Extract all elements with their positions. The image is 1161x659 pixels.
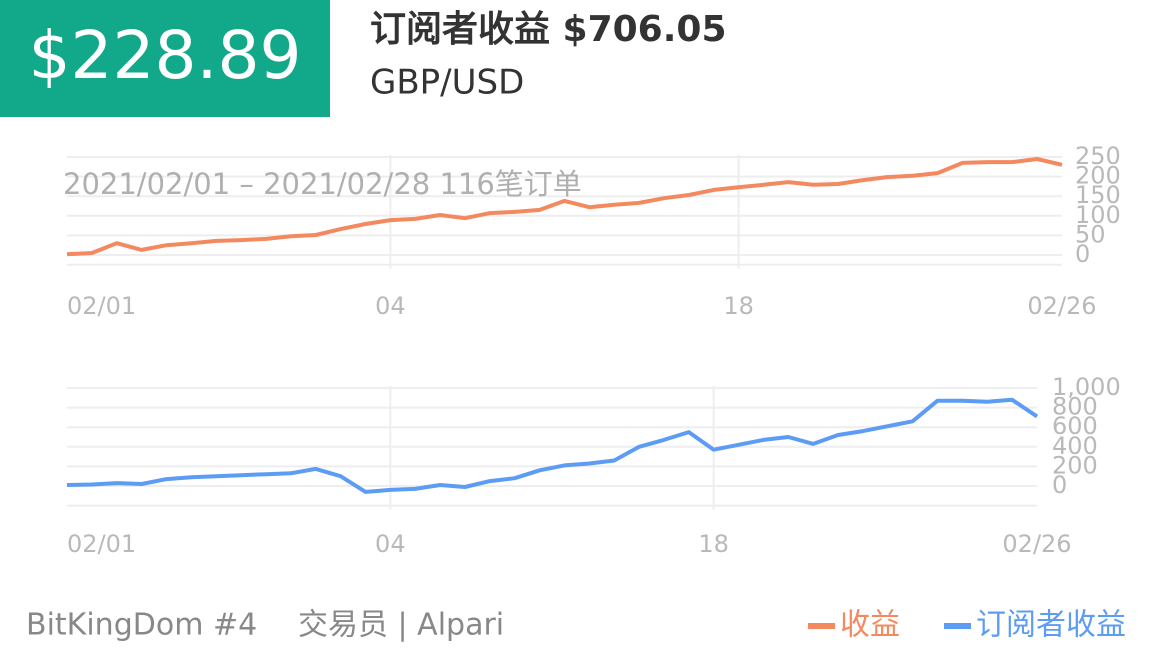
y-tick-label: 200 (1075, 162, 1121, 190)
y-tick-label: 250 (1075, 142, 1121, 170)
title: 订阅者收益 $706.05 (370, 9, 727, 50)
y-tick-label: 0 (1052, 471, 1067, 499)
x-tick-label: 02/01 (67, 292, 136, 320)
x-tick-label: 02/26 (1027, 292, 1096, 320)
series-line (66, 157, 1063, 257)
x-tick-label: 18 (723, 292, 754, 320)
chart-subtitle: 2021/02/01 – 2021/02/28 116笔订单 (63, 167, 582, 201)
legend-label: 订阅者收益 (976, 608, 1126, 643)
trader-name: BitKingDom #4 (26, 608, 257, 643)
badge-value: $228.89 (29, 17, 302, 94)
y-tick-label: 50 (1075, 220, 1106, 248)
series-line (66, 397, 1039, 494)
x-tick-label: 04 (375, 292, 406, 320)
y-tick-label: 0 (1075, 240, 1090, 268)
badge-bg (0, 0, 330, 117)
x-tick-label: 02/26 (1002, 530, 1071, 558)
legend-label: 收益 (840, 608, 900, 643)
broker: 交易员 | Alpari (298, 608, 504, 643)
y-tick-label: 100 (1075, 201, 1121, 229)
y-tick-label: 1,000 (1052, 373, 1121, 401)
x-tick-label: 18 (698, 530, 729, 558)
y-tick-label: 400 (1052, 432, 1098, 460)
x-tick-label: 04 (375, 530, 406, 558)
x-tick-label: 02/01 (67, 530, 136, 558)
y-tick-label: 600 (1052, 412, 1098, 440)
y-tick-label: 800 (1052, 393, 1098, 421)
y-tick-label: 150 (1075, 181, 1121, 209)
y-tick-label: 200 (1052, 451, 1098, 479)
pair: GBP/USD (370, 63, 524, 103)
